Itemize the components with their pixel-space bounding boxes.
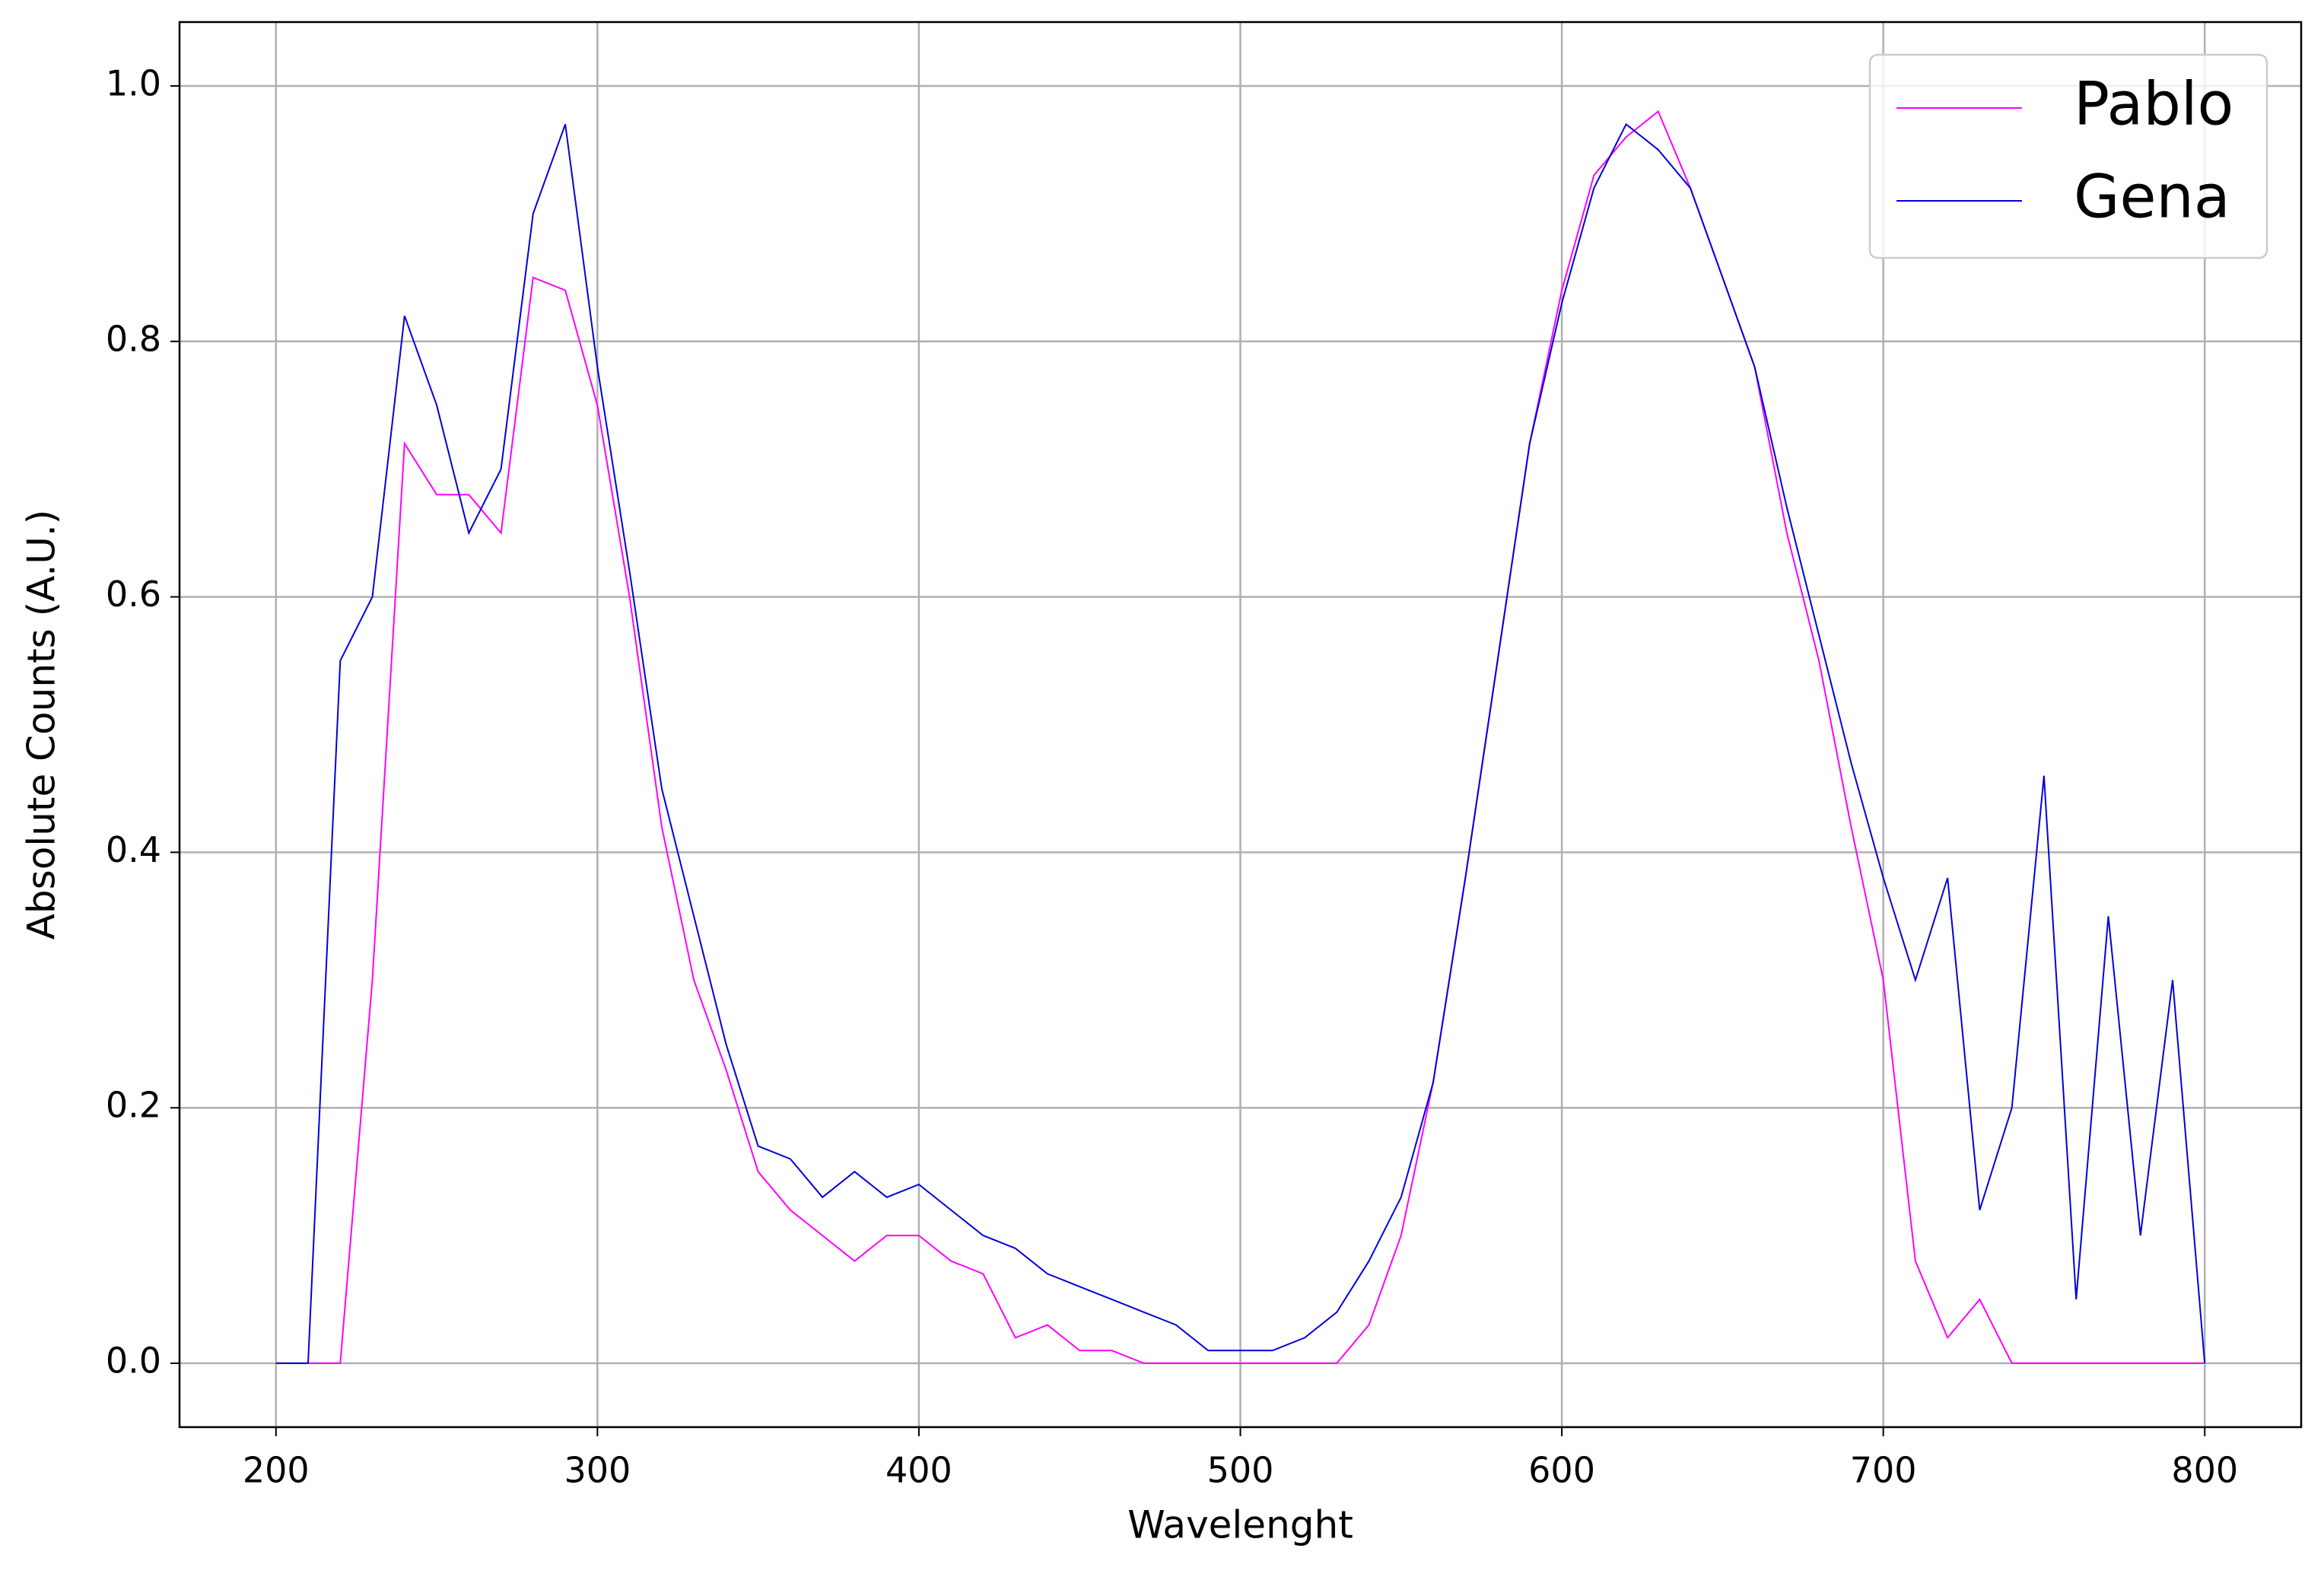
x-tick-label: 200 xyxy=(243,1450,310,1491)
y-axis-label: Absolute Counts (A.U.) xyxy=(20,510,64,940)
data-line xyxy=(275,110,2205,1364)
plot-frame xyxy=(178,21,2303,1429)
legend-label: Pablo xyxy=(2074,70,2233,138)
x-tick-label: 300 xyxy=(564,1450,631,1491)
x-tick-label: 400 xyxy=(885,1450,952,1491)
x-axis-label: Wavelenght xyxy=(1127,1503,1353,1547)
y-tick-label: 1.0 xyxy=(106,62,161,103)
y-tick-label: 0.0 xyxy=(106,1340,161,1381)
legend-label: Gena xyxy=(2074,163,2230,231)
y-tick-label: 0.8 xyxy=(106,318,161,359)
legend: Pablo Gena xyxy=(1868,53,2268,259)
y-tick-label: 0.6 xyxy=(106,574,161,615)
legend-box xyxy=(1868,53,2268,259)
data-line xyxy=(275,122,2206,1364)
x-tick-label: 500 xyxy=(1207,1450,1274,1491)
x-tick-label: 700 xyxy=(1850,1450,1917,1491)
x-tick-label: 600 xyxy=(1528,1450,1595,1491)
x-tick-label: 800 xyxy=(2171,1450,2238,1491)
y-tick-label: 0.2 xyxy=(106,1085,161,1126)
y-tick-label: 0.4 xyxy=(106,829,161,870)
